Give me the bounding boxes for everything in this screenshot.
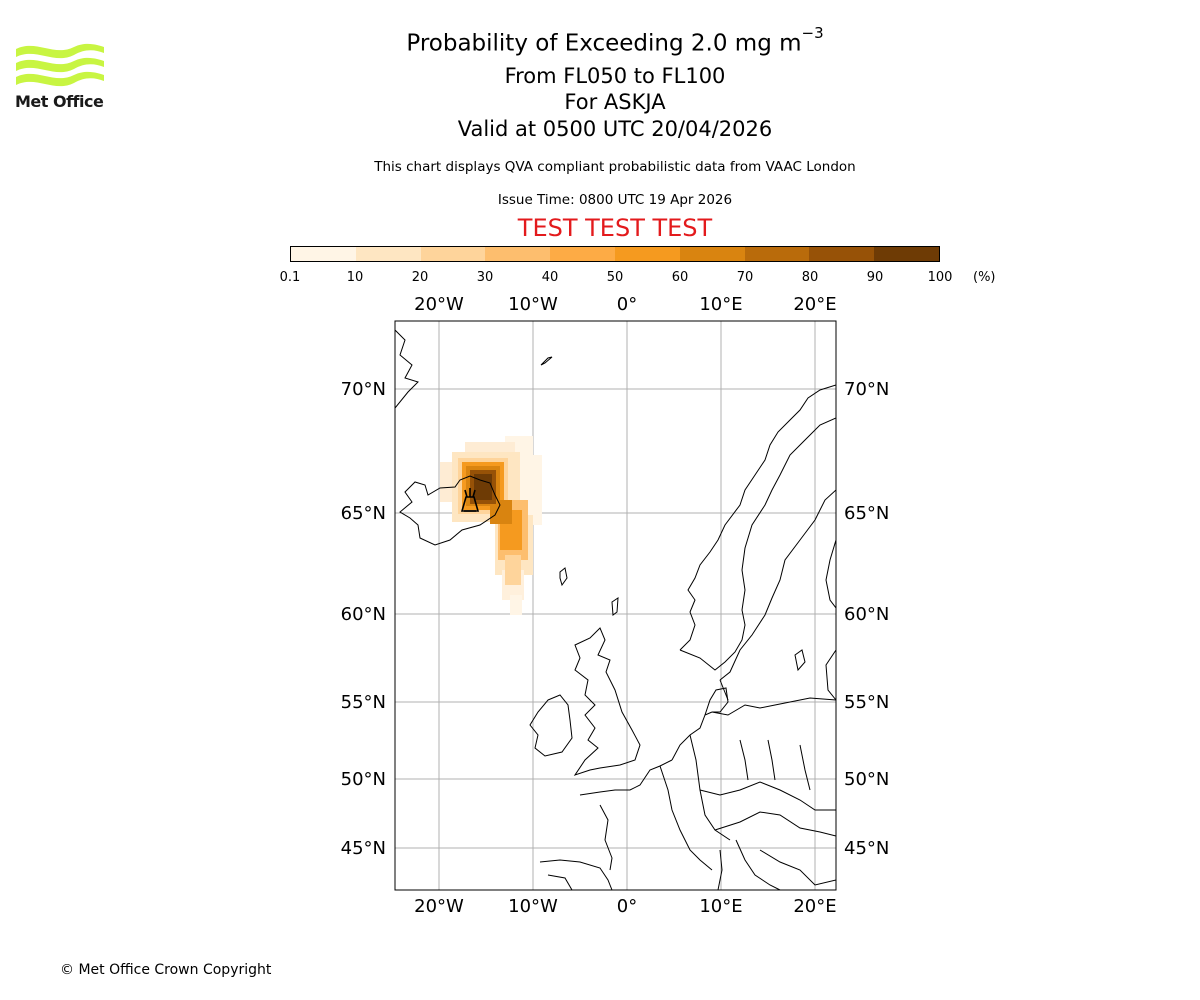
colorbar-tick-label: 70 xyxy=(736,270,754,285)
colorbar-tick-label: 60 xyxy=(671,270,689,285)
met-office-logo-icon xyxy=(16,43,104,87)
colorbar-tick-label: 50 xyxy=(606,270,624,285)
colorbar-tick-label: 10 xyxy=(346,270,364,285)
colorbar-swatch xyxy=(485,247,551,261)
latitude-labels-left: 70°N 65°N 60°N 55°N 50°N 45°N xyxy=(341,379,386,859)
chart-title: Probability of Exceeding 2.0 mg m−3 xyxy=(406,24,824,57)
colorbar-swatch xyxy=(809,247,875,261)
flight-level-range: From FL050 to FL100 xyxy=(504,64,726,88)
latitude-label: 70°N xyxy=(341,379,386,400)
longitude-labels-top: 20°W 10°W 0° 10°E 20°E xyxy=(414,294,836,315)
longitude-label: 10°E xyxy=(699,294,742,315)
test-banner: TEST TEST TEST xyxy=(517,214,713,242)
valid-time: Valid at 0500 UTC 20/04/2026 xyxy=(457,117,773,141)
colorbar-swatch xyxy=(679,247,745,261)
longitude-label: 10°E xyxy=(699,896,742,917)
map-frame xyxy=(394,320,837,891)
latitude-label: 50°N xyxy=(341,769,386,790)
logo-text: Met Office xyxy=(15,92,104,111)
latitude-label: 55°N xyxy=(844,692,889,713)
graticule xyxy=(395,321,836,890)
colorbar-tick-label: 80 xyxy=(801,270,819,285)
colorbar-tick-label: 90 xyxy=(866,270,884,285)
longitude-labels-bottom: 20°W 10°W 0° 10°E 20°E xyxy=(414,896,836,917)
longitude-label: 10°W xyxy=(508,294,558,315)
colorbar-swatch xyxy=(874,247,939,261)
longitude-label: 10°W xyxy=(508,896,558,917)
colorbar-swatch xyxy=(291,247,356,261)
colorbar-swatch xyxy=(744,247,810,261)
colorbar xyxy=(290,246,940,262)
colorbar-swatch xyxy=(355,247,421,261)
colorbar-swatch xyxy=(420,247,486,261)
longitude-label: 0° xyxy=(617,896,637,917)
colorbar-swatch xyxy=(614,247,680,261)
colorbar-tick-label: 40 xyxy=(541,270,559,285)
longitude-label: 0° xyxy=(617,294,637,315)
issue-time: Issue Time: 0800 UTC 19 Apr 2026 xyxy=(497,192,733,208)
colorbar-tick-label: 0.1 xyxy=(279,270,301,285)
latitude-label: 55°N xyxy=(341,692,386,713)
longitude-label: 20°E xyxy=(793,294,836,315)
latitude-label: 60°N xyxy=(341,604,386,625)
longitude-label: 20°W xyxy=(414,294,464,315)
latitude-label: 65°N xyxy=(844,503,889,524)
colorbar-unit: (%) xyxy=(973,270,996,285)
colorbar-tick-label: 20 xyxy=(411,270,429,285)
colorbar-tick-label: 100 xyxy=(927,270,953,285)
latitude-label: 45°N xyxy=(341,838,386,859)
longitude-label: 20°W xyxy=(414,896,464,917)
latitude-label: 60°N xyxy=(844,604,889,625)
latitude-labels-right: 70°N 65°N 60°N 55°N 50°N 45°N xyxy=(844,379,889,859)
volcano-name: For ASKJA xyxy=(564,90,666,114)
data-source-note: This chart displays QVA compliant probab… xyxy=(374,159,856,175)
latitude-label: 50°N xyxy=(844,769,889,790)
colorbar-swatch xyxy=(550,247,615,261)
latitude-label: 45°N xyxy=(844,838,889,859)
latitude-label: 65°N xyxy=(341,503,386,524)
ash-probability-plume xyxy=(440,436,542,615)
longitude-label: 20°E xyxy=(793,896,836,917)
volcano-icon xyxy=(460,488,480,512)
copyright: © Met Office Crown Copyright xyxy=(60,962,272,978)
colorbar-tick-label: 30 xyxy=(476,270,494,285)
latitude-label: 70°N xyxy=(844,379,889,400)
coastlines xyxy=(395,329,836,890)
